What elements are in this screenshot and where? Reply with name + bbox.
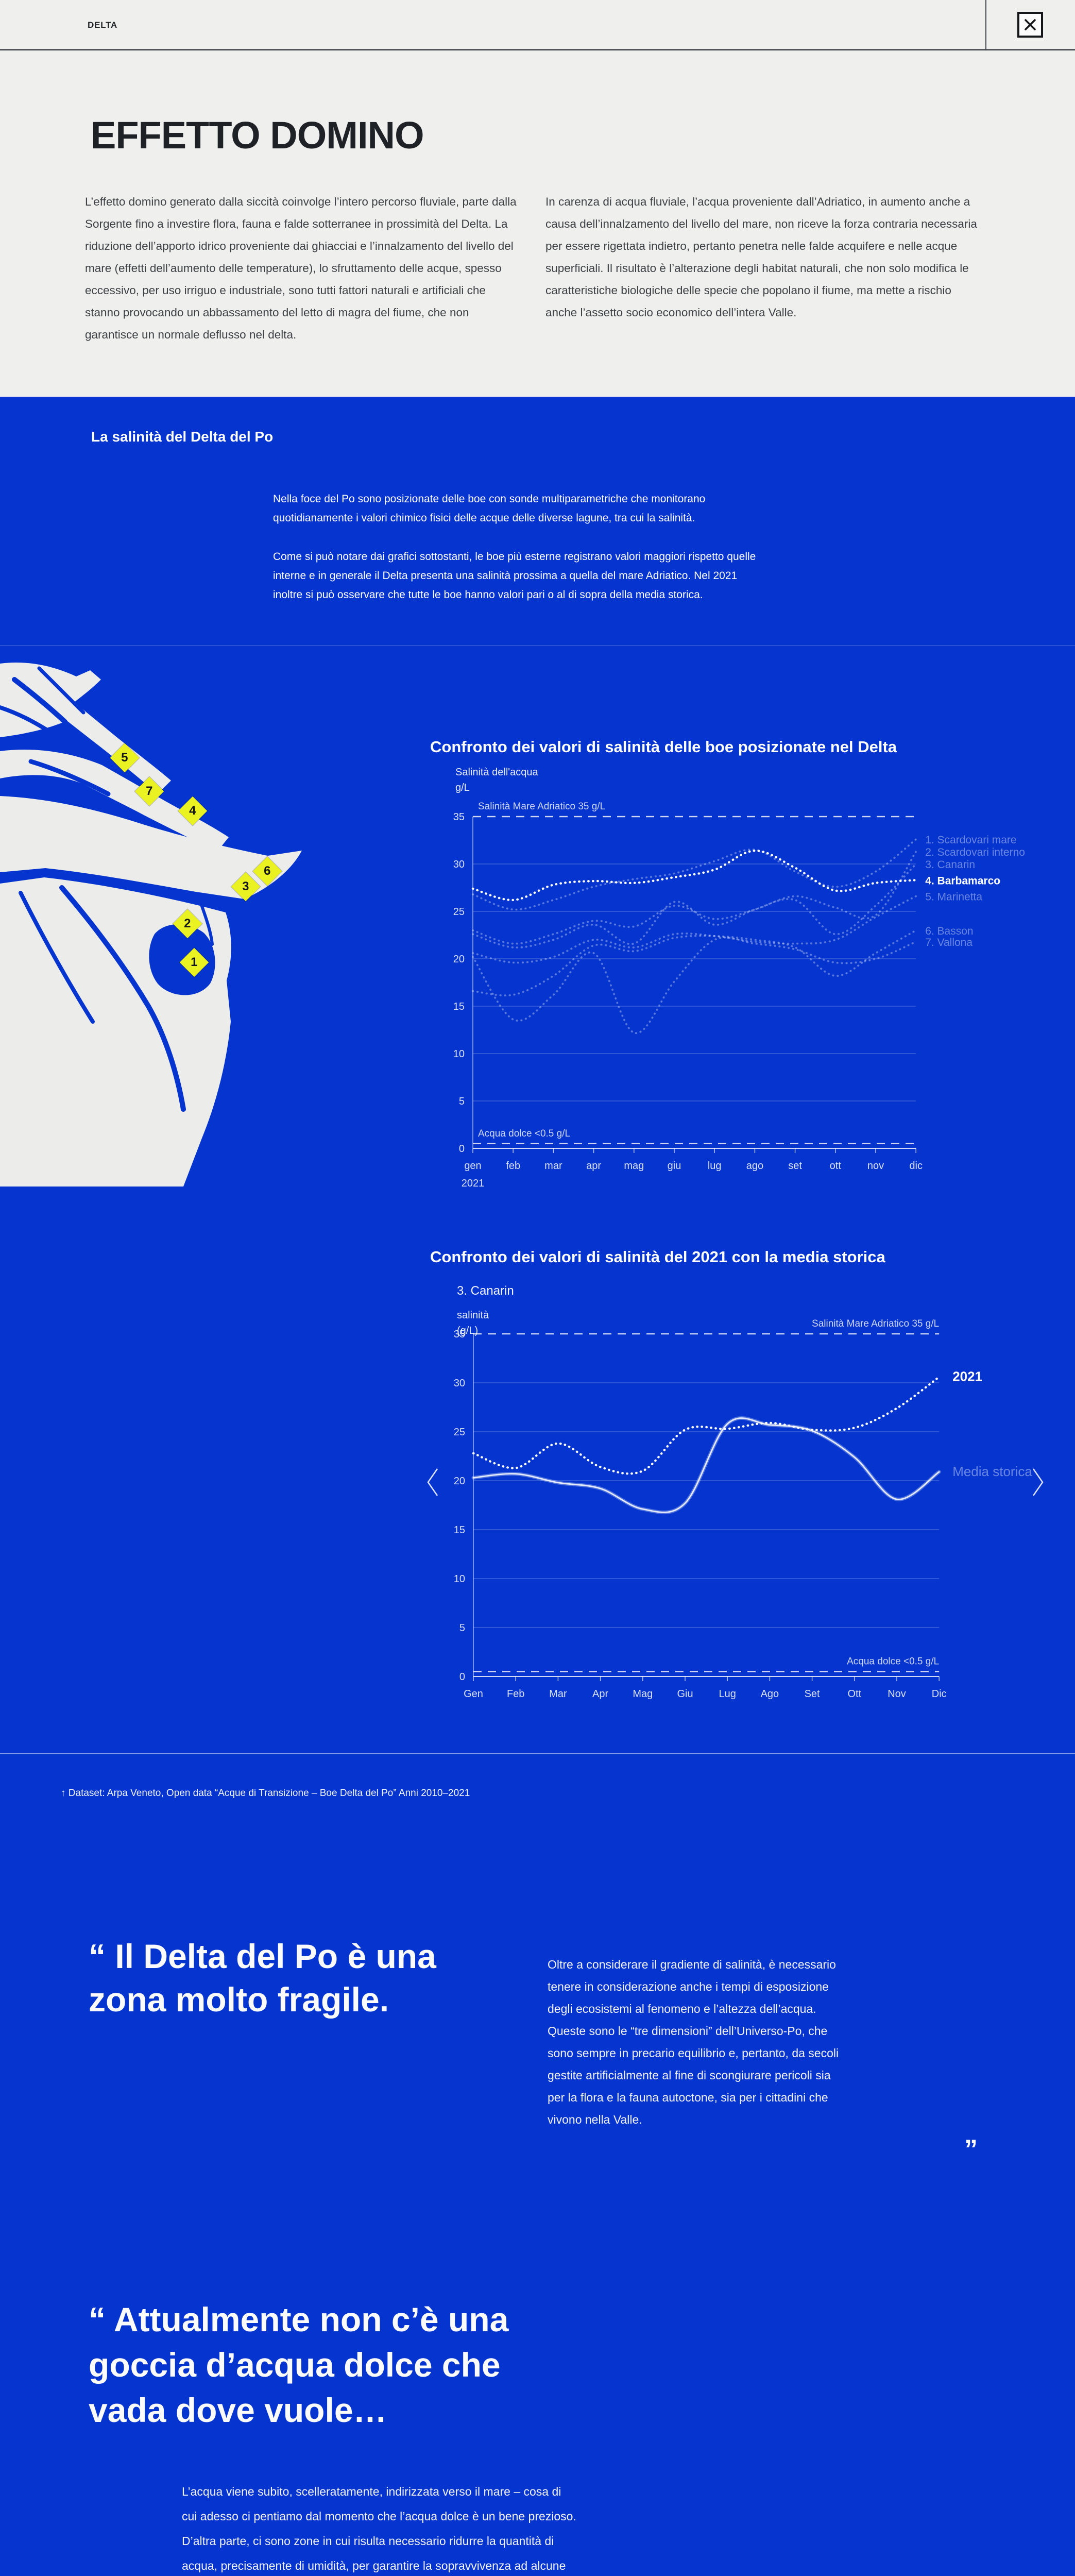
svg-text:giu: giu bbox=[668, 1160, 681, 1172]
svg-text:2. Scardovari interno: 2. Scardovari interno bbox=[925, 846, 1025, 858]
svg-text:15: 15 bbox=[453, 1001, 465, 1012]
buoy-marker-label: 6 bbox=[264, 863, 271, 878]
svg-text:5: 5 bbox=[459, 1622, 465, 1634]
page-title: EFFETTO DOMINO bbox=[91, 114, 424, 157]
buoy-marker-label: 3 bbox=[242, 879, 249, 893]
buoy-marker-label: 1 bbox=[191, 955, 198, 969]
svg-text:15: 15 bbox=[454, 1524, 465, 1536]
quote-body: L’acqua viene subito, scelleratamente, i… bbox=[182, 2485, 576, 2572]
svg-text:Mar: Mar bbox=[549, 1688, 567, 1700]
svg-text:35: 35 bbox=[453, 811, 465, 823]
svg-text:0: 0 bbox=[459, 1671, 465, 1683]
svg-text:Acqua dolce <0.5 g/L: Acqua dolce <0.5 g/L bbox=[847, 1656, 939, 1667]
svg-text:25: 25 bbox=[453, 906, 465, 918]
buoy-marker-label: 4 bbox=[189, 803, 196, 818]
svg-text:ago: ago bbox=[746, 1160, 763, 1172]
svg-text:25: 25 bbox=[454, 1427, 465, 1438]
svg-text:Giu: Giu bbox=[677, 1688, 693, 1700]
svg-text:Set: Set bbox=[805, 1688, 820, 1700]
svg-text:6. Basson: 6. Basson bbox=[925, 925, 973, 937]
svg-text:Ago: Ago bbox=[761, 1688, 779, 1700]
intro-paragraph-left: L’effetto domino generato dalla siccità … bbox=[85, 195, 517, 341]
svg-text:1. Scardovari mare: 1. Scardovari mare bbox=[925, 834, 1016, 846]
buoy-marker-label: 5 bbox=[121, 750, 128, 765]
svg-text:10: 10 bbox=[453, 1048, 465, 1060]
svg-text:5. Marinetta: 5. Marinetta bbox=[925, 891, 982, 903]
close-icon bbox=[1025, 19, 1036, 30]
svg-text:5: 5 bbox=[459, 1096, 465, 1107]
svg-text:Nov: Nov bbox=[888, 1688, 906, 1700]
svg-text:Apr: Apr bbox=[592, 1688, 608, 1700]
intro-paragraph-right: In carenza di acqua fluviale, l’acqua pr… bbox=[545, 195, 977, 319]
buoys-salinity-chart: 35 30 25 20 15 10 5 0 Salinità Mare Adriatico 35… bbox=[453, 801, 1025, 1189]
svg-text:nov: nov bbox=[867, 1160, 884, 1172]
svg-text:ott: ott bbox=[830, 1160, 842, 1172]
svg-text:Lug: Lug bbox=[719, 1688, 736, 1700]
svg-text:0: 0 bbox=[459, 1143, 465, 1155]
svg-text:lug: lug bbox=[708, 1160, 722, 1172]
svg-text:gen: gen bbox=[464, 1160, 481, 1172]
salinity-section: La salinità del Delta del Po Nella foce … bbox=[0, 397, 1075, 2576]
chevron-left-icon bbox=[427, 1468, 438, 1496]
svg-text:2021: 2021 bbox=[462, 1178, 485, 1189]
delta-map bbox=[0, 662, 302, 1187]
closing-quote-mark: ” bbox=[964, 2134, 978, 2164]
y-axis-label: Salinità dell'acqua g/L bbox=[455, 765, 538, 795]
svg-text:4. Barbamarco: 4. Barbamarco bbox=[925, 875, 1000, 887]
svg-text:feb: feb bbox=[506, 1160, 520, 1172]
svg-text:Media storica: Media storica bbox=[952, 1464, 1032, 1479]
chart-title: Confronto dei valori di salinità del 202… bbox=[430, 1248, 885, 1266]
svg-text:20: 20 bbox=[454, 1476, 465, 1487]
svg-text:2021: 2021 bbox=[952, 1369, 982, 1384]
svg-text:Dic: Dic bbox=[932, 1688, 947, 1700]
quote-body: Oltre a considerare il gradiente di sali… bbox=[548, 1958, 839, 2126]
chart-title: Confronto dei valori di salinità delle b… bbox=[430, 738, 897, 756]
svg-text:30: 30 bbox=[453, 859, 465, 870]
year-vs-history-chart: 35 30 25 20 15 10 5 0 Salinità Mare Adriatico 35… bbox=[454, 1318, 1033, 1700]
buoy-marker-label: 7 bbox=[146, 784, 153, 798]
buoy-marker-label: 2 bbox=[184, 916, 191, 930]
y-axis-label: salinità (g/L) bbox=[457, 1308, 489, 1338]
svg-text:mar: mar bbox=[544, 1160, 562, 1172]
header-divider bbox=[985, 0, 986, 50]
y-axis-unit: (g/L) bbox=[457, 1325, 479, 1336]
y-axis-unit: g/L bbox=[455, 782, 470, 793]
svg-text:Salinità Mare Adriatico 35 g/L: Salinità Mare Adriatico 35 g/L bbox=[478, 801, 605, 812]
chevron-right-icon bbox=[1032, 1468, 1044, 1496]
top-bar: DELTA bbox=[0, 0, 1075, 50]
intro-section: EFFETTO DOMINO L’effetto domino generato… bbox=[0, 50, 1075, 397]
svg-text:set: set bbox=[788, 1160, 802, 1172]
svg-text:10: 10 bbox=[454, 1573, 465, 1585]
svg-text:mag: mag bbox=[624, 1160, 644, 1172]
chart-subtitle: 3. Canarin bbox=[457, 1284, 514, 1298]
pull-quote: “ Attualmente non c’è una goccia d’acqua… bbox=[89, 2300, 509, 2429]
svg-text:apr: apr bbox=[586, 1160, 601, 1172]
divider bbox=[0, 1753, 1075, 1754]
svg-text:dic: dic bbox=[909, 1160, 923, 1172]
breadcrumb: DELTA bbox=[88, 20, 118, 30]
y-axis-label-text: salinità bbox=[457, 1310, 489, 1321]
section-paragraph: Come si può notare dai grafici sottostan… bbox=[273, 551, 756, 601]
section-heading: La salinità del Delta del Po bbox=[91, 429, 274, 445]
svg-text:3. Canarin: 3. Canarin bbox=[925, 859, 975, 871]
svg-text:Ott: Ott bbox=[847, 1688, 861, 1700]
svg-text:Salinità Mare Adriatico 35 g/L: Salinità Mare Adriatico 35 g/L bbox=[812, 1318, 939, 1329]
svg-text:30: 30 bbox=[454, 1378, 465, 1389]
svg-text:Mag: Mag bbox=[633, 1688, 653, 1700]
svg-text:20: 20 bbox=[453, 954, 465, 965]
svg-text:Gen: Gen bbox=[464, 1688, 483, 1700]
svg-text:35: 35 bbox=[454, 1329, 465, 1340]
svg-text:Feb: Feb bbox=[507, 1688, 524, 1700]
section-paragraph: Nella foce del Po sono posizionate delle… bbox=[273, 493, 706, 524]
carousel-prev-button[interactable] bbox=[422, 1464, 443, 1500]
carousel-next-button[interactable] bbox=[1028, 1464, 1048, 1500]
pull-quote: “ Il Delta del Po è una zona molto fragi… bbox=[89, 1937, 436, 2019]
dataset-footnote: ↑ Dataset: Arpa Veneto, Open data “Acque… bbox=[61, 1788, 470, 1799]
y-axis-label-text: Salinità dell'acqua bbox=[455, 767, 538, 778]
close-button[interactable] bbox=[1017, 12, 1043, 38]
svg-text:7. Vallona: 7. Vallona bbox=[925, 937, 972, 948]
svg-text:Acqua dolce <0.5 g/L: Acqua dolce <0.5 g/L bbox=[478, 1128, 570, 1139]
